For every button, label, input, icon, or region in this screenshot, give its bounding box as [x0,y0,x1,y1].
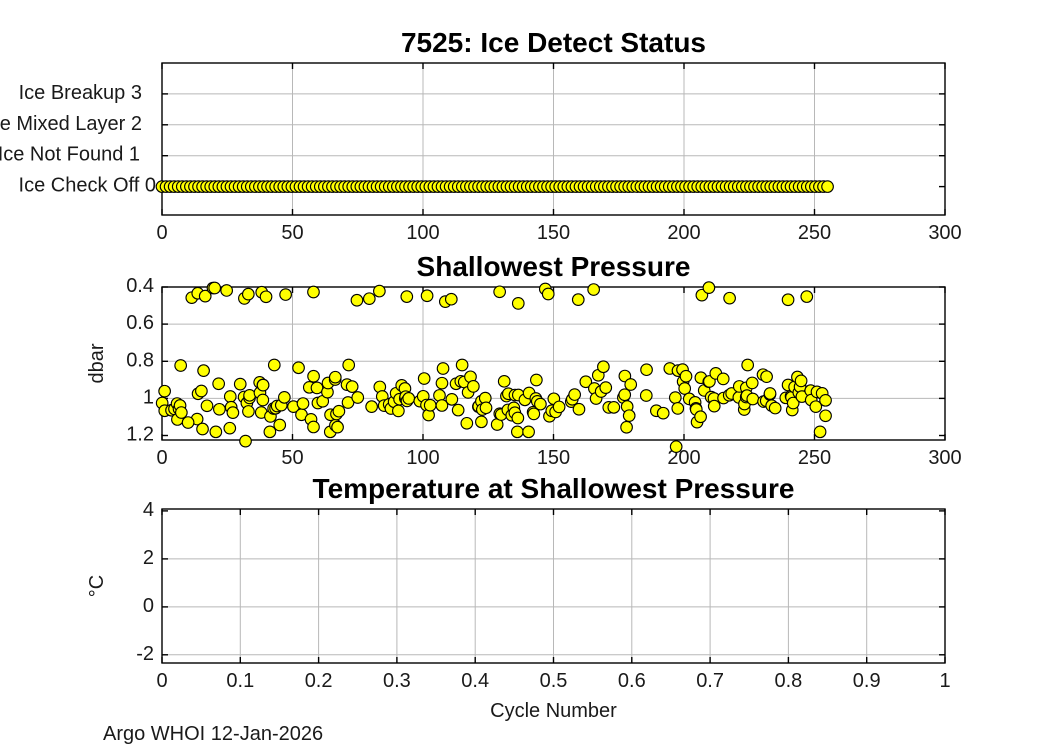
svg-text:1: 1 [143,386,154,408]
svg-text:50: 50 [281,447,303,469]
svg-text:1: 1 [939,670,950,692]
svg-text:4: 4 [143,499,154,521]
svg-text:0.6: 0.6 [126,312,154,334]
svg-text:0.4: 0.4 [126,275,154,297]
svg-text:7525: Ice Detect Status: 7525: Ice Detect Status [401,27,706,58]
svg-text:100: 100 [406,222,439,244]
svg-text:0.4: 0.4 [461,670,489,692]
svg-text:0.6: 0.6 [618,670,646,692]
svg-text:2: 2 [143,547,154,569]
svg-text:200: 200 [667,222,700,244]
svg-text:150: 150 [537,222,570,244]
svg-text:0.8: 0.8 [774,670,802,692]
svg-text:1.2: 1.2 [126,424,154,446]
svg-text:150: 150 [537,447,570,469]
svg-text:-2: -2 [136,643,154,665]
svg-text:300: 300 [928,447,961,469]
svg-text:Ice Breakup 3: Ice Breakup 3 [19,82,142,104]
svg-text:Cycle Number: Cycle Number [490,700,617,722]
svg-text:0.5: 0.5 [540,670,568,692]
svg-text:0: 0 [156,222,167,244]
svg-text:250: 250 [798,447,831,469]
svg-text:0.9: 0.9 [853,670,881,692]
svg-text:0.2: 0.2 [305,670,333,692]
svg-text:dbar: dbar [86,343,108,383]
svg-text:Shallowest Pressure: Shallowest Pressure [417,251,691,282]
svg-text:Ice Check Off 0: Ice Check Off 0 [19,175,156,197]
svg-text:Ice Not Found 1: Ice Not Found 1 [0,144,140,166]
svg-text:0: 0 [156,447,167,469]
svg-text:50: 50 [281,222,303,244]
svg-text:0.3: 0.3 [383,670,411,692]
svg-text:250: 250 [798,222,831,244]
svg-text:0.1: 0.1 [226,670,254,692]
svg-text:0.8: 0.8 [126,349,154,371]
svg-text:0: 0 [156,670,167,692]
svg-text:0: 0 [143,595,154,617]
svg-text:Temperature at Shallowest Pres: Temperature at Shallowest Pressure [313,473,795,504]
svg-text:0.7: 0.7 [696,670,724,692]
svg-text:300: 300 [928,222,961,244]
svg-text:100: 100 [406,447,439,469]
svg-text:°C: °C [86,575,108,597]
svg-text:Argo WHOI 12-Jan-2026: Argo WHOI 12-Jan-2026 [103,723,323,745]
svg-text:Possible Mixed Layer 2: Possible Mixed Layer 2 [0,113,142,135]
